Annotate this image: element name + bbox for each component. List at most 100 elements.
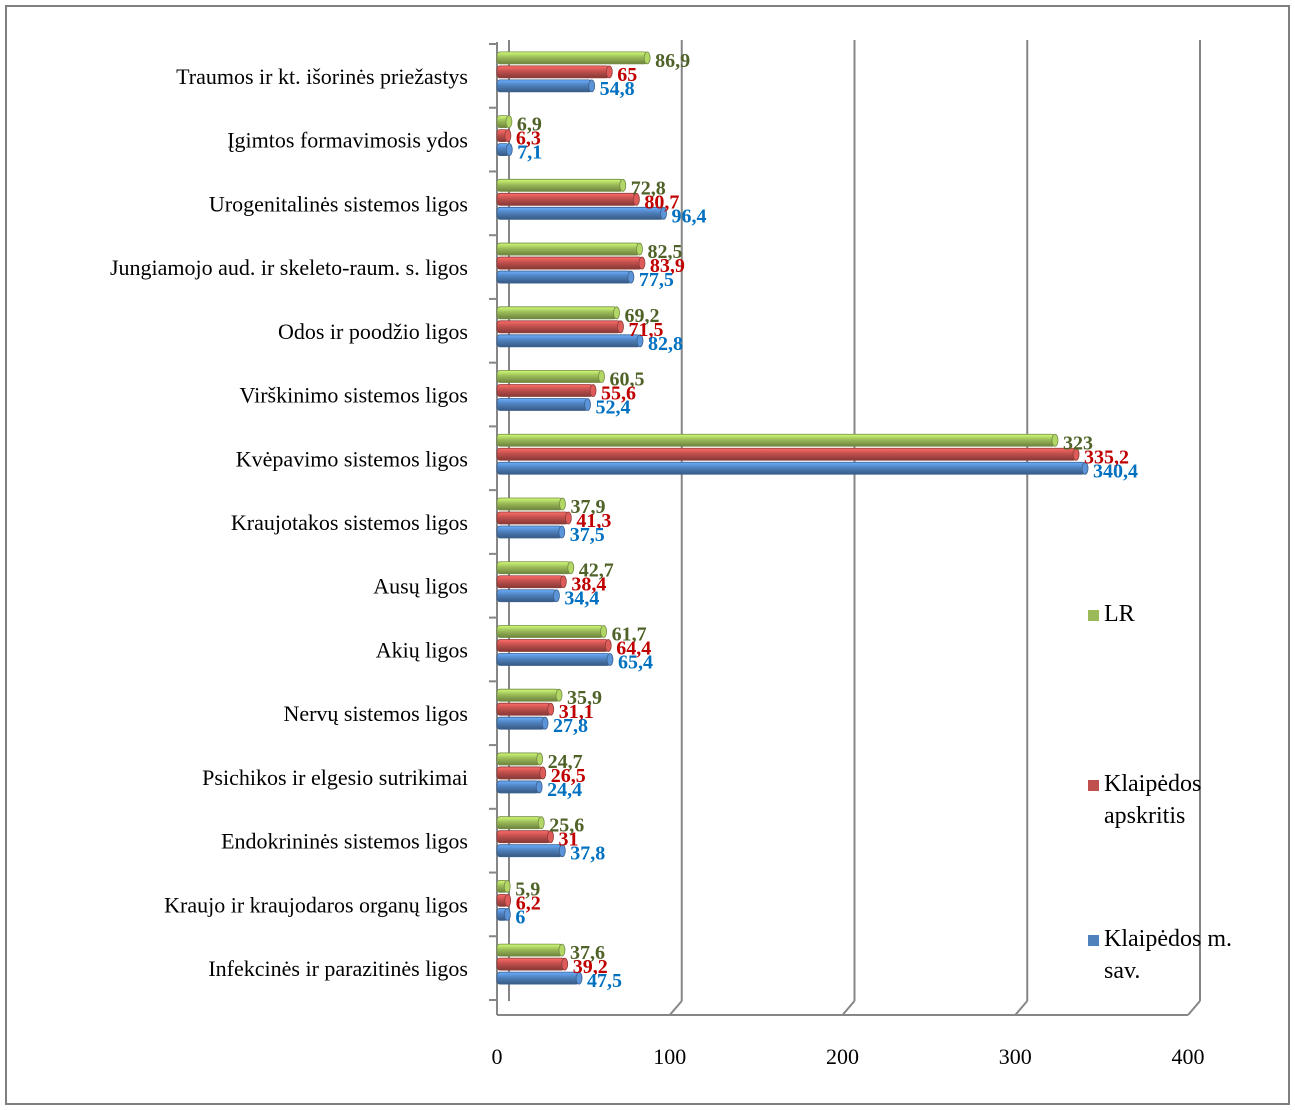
bar-lr-infekcin-s-ir-parazitin-s-ligos: [496, 943, 563, 957]
bar-lr-jungiamojo-aud-ir-skeleto-raum-s-ligos: [496, 242, 640, 256]
data-label-klaip-dos-m-sav: 6: [515, 906, 525, 928]
data-label-klaip-dos-apskritis: 39,2: [573, 956, 608, 978]
data-label-klaip-dos-apskritis: 64,4: [616, 637, 651, 659]
bar-klaip-dos-apskritis-urogenitalin-s-sistemos-ligos: [496, 192, 637, 206]
bar-lr-aus-ligos-cap: [567, 561, 575, 575]
data-label-klaip-dos-apskritis: 65: [617, 64, 637, 86]
bar-klaip-dos-m-sav-endokrinin-s-sistemos-ligos: [496, 844, 563, 858]
bar-klaip-dos-apskritis-vir-kinimo-sistemos-ligos-cap: [589, 384, 597, 397]
bar-klaip-dos-apskritis-aki-ligos: [496, 639, 609, 652]
category-label-jungiamojo-aud-ir-skeleto-raum-s-ligos: Jungiamojo aud. ir skeleto-raum. s. ligo…: [110, 255, 468, 280]
data-label-klaip-dos-m-sav: 24,4: [547, 779, 582, 801]
x-tick-label: 0: [492, 1044, 503, 1069]
x-tick-label: 400: [1172, 1044, 1205, 1069]
bar-klaip-dos-m-sav-urogenitalin-s-sistemos-ligos-cap: [660, 206, 667, 220]
data-label-klaip-dos-m-sav: 82,8: [648, 333, 683, 355]
bar-lr-nerv-sistemos-ligos-cap: [555, 688, 563, 702]
data-label-klaip-dos-apskritis: 31: [559, 829, 579, 851]
bar-klaip-dos-m-sav-aki-ligos-cap: [606, 653, 614, 666]
x-tick-label: 100: [653, 1044, 686, 1069]
bar-lr-vir-kinimo-sistemos-ligos: [496, 370, 602, 383]
category-label-kraujo-ir-kraujodaros-organ-ligos: Kraujo ir kraujodaros organų ligos: [164, 892, 468, 917]
bar-lr-odos-ir-pood-io-ligos: [496, 306, 617, 320]
bar-klaip-dos-apskritis-odos-ir-pood-io-ligos: [496, 320, 621, 334]
data-label-klaip-dos-m-sav: 77,5: [639, 269, 674, 291]
grid: [668, 40, 1201, 1016]
bar-klaip-dos-m-sav-kraujotakos-sistemos-ligos: [496, 525, 563, 539]
data-label-klaip-dos-apskritis: 55,6: [601, 383, 636, 405]
category-label-urogenitalin-s-sistemos-ligos: Urogenitalinės sistemos ligos: [209, 191, 468, 216]
category-label-endokrinin-s-sistemos-ligos: Endokrininės sistemos ligos: [221, 829, 468, 854]
bar-klaip-dos-apskritis-endokrinin-s-sistemos-ligos-cap: [547, 830, 554, 844]
bar-klaip-dos-apskritis-psichikos-ir-elgesio-sutrikimai-cap: [539, 766, 547, 780]
data-label-lr: 69,2: [625, 305, 660, 327]
bar-klaip-dos-m-sav-kraujotakos-sistemos-ligos-cap: [558, 525, 566, 539]
bar-klaip-dos-m-sav-aki-ligos: [496, 653, 611, 666]
data-label-klaip-dos-apskritis: 41,3: [576, 510, 611, 532]
bar-klaip-dos-m-sav-jungiamojo-aud-ir-skeleto-raum-s-ligos: [496, 270, 632, 284]
bar-lr-aus-ligos: [496, 561, 572, 575]
legend-label: Klaipėdos m.: [1104, 926, 1232, 952]
bar-klaip-dos-m-sav-infekcin-s-ir-parazitin-s-ligos-cap: [575, 971, 583, 985]
data-label-klaip-dos-m-sav: 27,8: [553, 715, 588, 737]
gridline-floor: [841, 1000, 856, 1016]
data-label-lr: 6,9: [517, 114, 542, 136]
data-label-klaip-dos-m-sav: 37,5: [570, 524, 605, 546]
bar-klaip-dos-apskritis-infekcin-s-ir-parazitin-s-ligos: [496, 957, 566, 971]
bar-klaip-dos-m-sav-kv-pavimo-sistemos-ligos: [496, 461, 1086, 475]
bar-lr-endokrinin-s-sistemos-ligos-cap: [537, 816, 545, 830]
bar-klaip-dos-apskritis-infekcin-s-ir-parazitin-s-ligos-cap: [561, 957, 569, 971]
category-label-infekcin-s-ir-parazitin-s-ligos: Infekcinės ir parazitinės ligos: [208, 956, 468, 981]
legend-swatch: [1088, 610, 1099, 621]
category-label-nerv-sistemos-ligos: Nervų sistemos ligos: [283, 701, 468, 726]
data-label-klaip-dos-m-sav: 340,4: [1093, 460, 1138, 482]
bar-klaip-dos-m-sav-kraujo-ir-kraujodaros-organ-ligos-cap: [503, 908, 511, 921]
bar-klaip-dos-apskritis-kraujotakos-sistemos-ligos: [496, 511, 569, 525]
bar-lr-jungiamojo-aud-ir-skeleto-raum-s-ligos-cap: [636, 242, 643, 256]
bar-lr-psichikos-ir-elgesio-sutrikimai: [496, 752, 541, 766]
bar-klaip-dos-apskritis-urogenitalin-s-sistemos-ligos-cap: [633, 192, 640, 206]
bar-klaip-dos-apskritis-vir-kinimo-sistemos-ligos: [496, 384, 594, 397]
bar-lr-kraujo-ir-kraujodaros-organ-ligos-cap: [503, 880, 511, 893]
bar-klaip-dos-m-sav-kv-pavimo-sistemos-ligos-cap: [1081, 461, 1089, 475]
data-label-klaip-dos-m-sav: 34,4: [564, 588, 599, 610]
bar-klaip-dos-apskritis-kraujotakos-sistemos-ligos-cap: [564, 511, 572, 525]
category-label-kraujotakos-sistemos-ligos: Kraujotakos sistemos ligos: [231, 510, 468, 535]
data-label-lr: 323: [1063, 432, 1093, 454]
data-label-klaip-dos-m-sav: 47,5: [587, 970, 622, 992]
bar-klaip-dos-apskritis-traumos-ir-kt-i-orin-s-prie-astys-cap: [605, 65, 613, 79]
data-label-lr: 37,9: [570, 496, 605, 518]
chart-border: [5, 5, 1290, 1105]
bar-klaip-dos-apskritis-jungiamojo-aud-ir-skeleto-raum-s-ligos-cap: [638, 256, 646, 270]
data-label-klaip-dos-apskritis: 38,4: [571, 574, 606, 596]
data-label-klaip-dos-m-sav: 65,4: [618, 651, 653, 673]
category-label-aus-ligos: Ausų ligos: [373, 574, 468, 599]
data-label-lr: 5,9: [515, 878, 540, 900]
bar-klaip-dos-m-sav-nerv-sistemos-ligos: [496, 716, 546, 730]
bar-lr-aki-ligos-cap: [600, 625, 607, 638]
gridline-floor: [1187, 1000, 1201, 1016]
data-labels: 86,96554,86,96,37,172,880,796,482,583,97…: [515, 50, 1138, 992]
bar-klaip-dos-apskritis-traumos-ir-kt-i-orin-s-prie-astys: [496, 65, 610, 79]
data-label-klaip-dos-m-sav: 52,4: [596, 397, 631, 419]
bar-klaip-dos-m-sav-psichikos-ir-elgesio-sutrikimai: [496, 780, 540, 794]
data-label-lr: 86,9: [655, 50, 690, 72]
legend: LR Klaipėdos apskritis Klaipėdos m. sav.: [1088, 601, 1232, 984]
bar-klaip-dos-m-sav-odos-ir-pood-io-ligos: [496, 334, 641, 348]
bar-klaip-dos-apskritis-endokrinin-s-sistemos-ligos: [496, 830, 551, 844]
gridline-floor: [668, 1000, 683, 1016]
bar-lr-psichikos-ir-elgesio-sutrikimai-cap: [536, 752, 544, 766]
bar-klaip-dos-m-sav-vir-kinimo-sistemos-ligos-cap: [584, 398, 591, 411]
gridline-floor: [1014, 1000, 1029, 1016]
bar-lr-traumos-ir-kt-i-orin-s-prie-astys-cap: [643, 51, 651, 65]
bar-klaip-dos-m-sav-psichikos-ir-elgesio-sutrikimai-cap: [535, 780, 543, 794]
bar-klaip-dos-apskritis-odos-ir-pood-io-ligos-cap: [617, 320, 624, 334]
bar-lr-vir-kinimo-sistemos-ligos-cap: [598, 370, 605, 383]
bar-klaip-dos-apskritis-aki-ligos-cap: [604, 639, 612, 652]
bar-lr-urogenitalin-s-sistemos-ligos-cap: [619, 178, 627, 192]
data-label-klaip-dos-m-sav: 37,8: [570, 843, 605, 865]
bar-lr-gimtos-formavimosis-ydos-cap: [505, 115, 513, 128]
category-label-aki-ligos: Akių ligos: [376, 637, 468, 662]
data-label-klaip-dos-apskritis: 80,7: [644, 191, 679, 213]
